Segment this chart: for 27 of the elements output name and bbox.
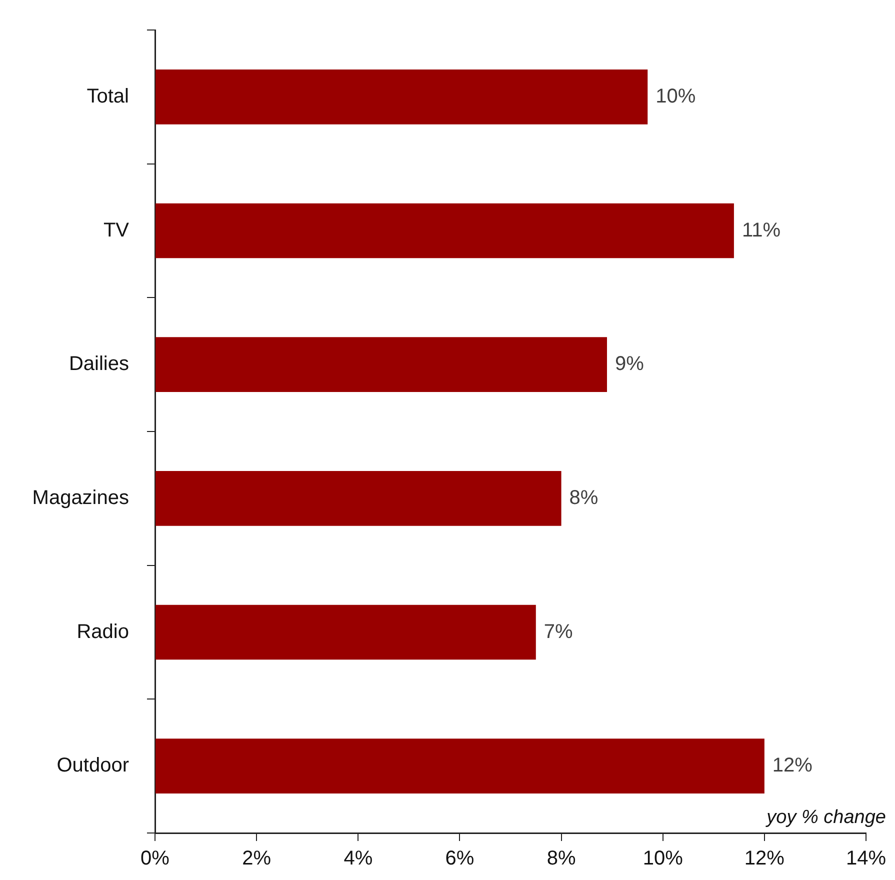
- y-tick-label: TV: [103, 219, 130, 242]
- x-axis-title: yoy % change: [764, 806, 886, 828]
- x-tick-label: 0%: [140, 848, 170, 870]
- bar: [156, 203, 734, 258]
- bar: [156, 470, 562, 526]
- data-label: 10%: [656, 85, 696, 108]
- x-tick-label: 4%: [344, 848, 373, 870]
- data-label: 9%: [614, 353, 644, 376]
- data-label: 11%: [742, 219, 781, 242]
- bar: [156, 604, 536, 660]
- y-tick-label: Dailies: [68, 353, 129, 376]
- data-label: 12%: [772, 754, 813, 777]
- bar: [156, 738, 764, 794]
- x-tick-label: 10%: [642, 848, 684, 870]
- bar: [156, 69, 648, 124]
- data-label: 8%: [569, 486, 598, 509]
- x-tick-label: 8%: [546, 848, 576, 870]
- y-tick-label: Magazines: [32, 486, 129, 509]
- bar: [156, 337, 607, 392]
- y-tick-label: Outdoor: [56, 754, 130, 777]
- x-tick-label: 14%: [846, 848, 886, 870]
- y-tick-label: Radio: [76, 620, 129, 643]
- x-tick-label: 12%: [744, 848, 785, 870]
- y-tick-label: Total: [86, 85, 129, 108]
- x-tick-label: 6%: [445, 848, 474, 870]
- data-label: 7%: [544, 620, 574, 643]
- x-tick-label: 2%: [242, 848, 272, 870]
